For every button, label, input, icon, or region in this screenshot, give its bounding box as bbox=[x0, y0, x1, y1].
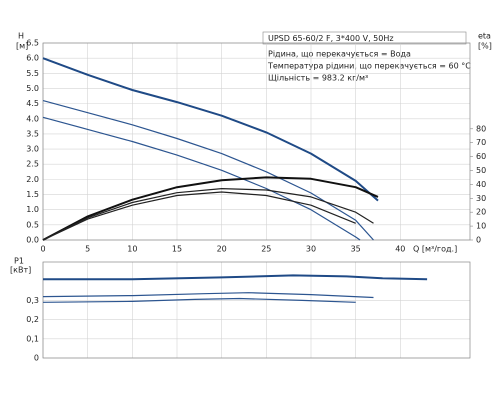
y2-tick-label: 40 bbox=[476, 180, 486, 189]
y-tick-label: 6.0 bbox=[26, 54, 39, 63]
y2-tick-label: 50 bbox=[476, 166, 486, 175]
x-tick-label: 5 bbox=[85, 245, 90, 254]
y-tick-label: 4.5 bbox=[26, 99, 39, 108]
y2-tick-label: 30 bbox=[476, 194, 486, 203]
x-tick-label: 10 bbox=[127, 245, 137, 254]
y-tick-label: 2.5 bbox=[26, 160, 39, 169]
curve bbox=[42, 191, 356, 241]
y-tick-label: 0.5 bbox=[26, 220, 39, 229]
y-tick-label: 0,3 bbox=[26, 296, 39, 305]
chart-title: UPSD 65-60/2 F, 3*400 V, 50Hz bbox=[268, 34, 394, 43]
annotation: Рідина, що перекачується = Вода bbox=[268, 50, 411, 59]
y2-tick-label: 10 bbox=[476, 222, 486, 231]
y-unit: [м] bbox=[16, 42, 28, 51]
x-tick-label: 40 bbox=[395, 245, 405, 254]
y-tick-label: 0,2 bbox=[26, 315, 39, 324]
curve bbox=[43, 274, 428, 281]
curve bbox=[42, 188, 374, 241]
y2-tick-label: 80 bbox=[476, 124, 486, 133]
x-label: Q [м³/год.] bbox=[413, 245, 457, 254]
y-unit: [кВт] bbox=[10, 266, 31, 275]
curve bbox=[42, 297, 356, 303]
title-box bbox=[262, 31, 467, 45]
y-tick-label: 2.0 bbox=[26, 175, 39, 184]
plot-frame bbox=[42, 261, 471, 359]
curve bbox=[42, 176, 379, 241]
y-tick-label: 0,1 bbox=[26, 334, 39, 343]
curve bbox=[42, 100, 374, 241]
x-tick-label: 35 bbox=[351, 245, 361, 254]
y2-tick-label: 20 bbox=[476, 208, 486, 217]
y-tick-label: 5.0 bbox=[26, 84, 39, 93]
y-label: H bbox=[18, 32, 24, 41]
y-tick-label: 3.0 bbox=[26, 145, 39, 154]
curve bbox=[42, 292, 374, 299]
y-label: P1 bbox=[14, 257, 24, 266]
y-tick-label: 5.5 bbox=[26, 69, 39, 78]
y2-tick-label: 70 bbox=[476, 138, 486, 147]
y-tick-label: 0.0 bbox=[26, 236, 39, 245]
y2-tick-label: 60 bbox=[476, 152, 486, 161]
y2-label: eta bbox=[478, 32, 491, 41]
y-tick-label: 6.5 bbox=[26, 39, 39, 48]
x-tick-label: 15 bbox=[172, 245, 182, 254]
x-tick-label: 0 bbox=[40, 245, 45, 254]
y-tick-label: 4.0 bbox=[26, 114, 39, 123]
curve bbox=[42, 116, 361, 241]
annotation: Щільність = 983.2 кг/м³ bbox=[268, 74, 368, 83]
y-tick-label: 1.0 bbox=[26, 205, 39, 214]
y2-unit: [%] bbox=[478, 42, 492, 51]
annotation: Температура рідини, що перекачується = 6… bbox=[267, 62, 471, 71]
y2-tick-label: 0 bbox=[476, 236, 481, 245]
curve bbox=[42, 57, 379, 202]
x-tick-label: 30 bbox=[306, 245, 316, 254]
x-tick-label: 25 bbox=[261, 245, 271, 254]
y-tick-label: 0 bbox=[34, 354, 39, 363]
y-tick-label: 1.5 bbox=[26, 190, 39, 199]
y-tick-label: 3.5 bbox=[26, 129, 39, 138]
plot-frame bbox=[42, 42, 471, 241]
x-tick-label: 20 bbox=[217, 245, 227, 254]
